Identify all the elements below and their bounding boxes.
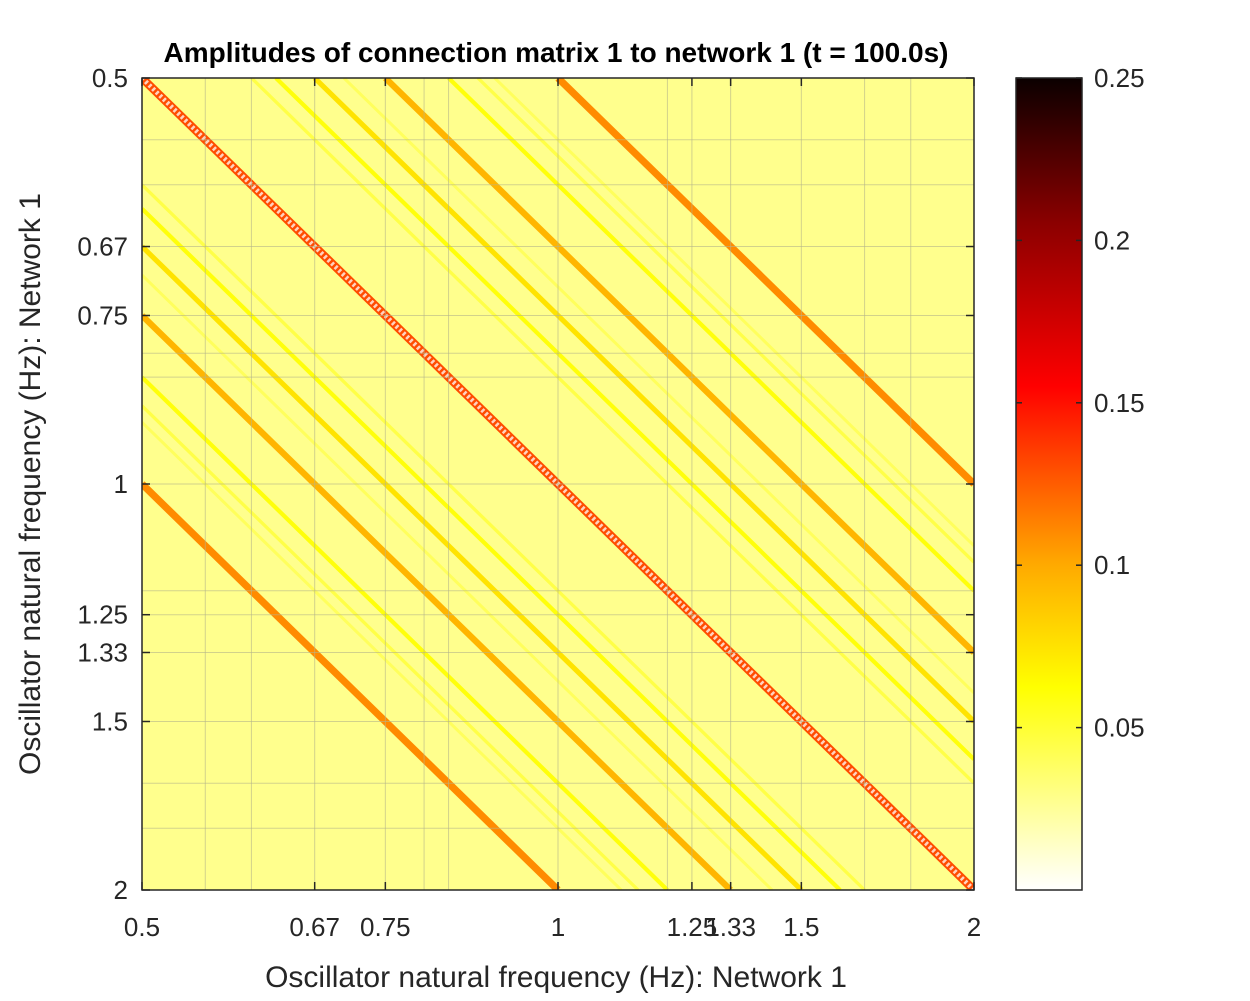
axis-ticks: [141, 77, 975, 891]
heatmap-band-4: [383, 78, 974, 655]
heatmap-band-17: [142, 421, 623, 890]
y-tick-labels: 0.5 0.67 0.75 1 1.25 1.33 1.5 2: [77, 63, 128, 905]
heatmap-band-11: [142, 183, 866, 890]
y-tick-label-0: 0.5: [92, 63, 128, 93]
x-tick-labels: 0.5 0.67 0.75 1 1.251.33 1.5 2: [124, 912, 981, 942]
y-tick-label-7: 2: [114, 875, 128, 905]
x-tick-label-3: 1: [551, 912, 565, 942]
y-tick-label-1: 0.67: [77, 232, 128, 262]
y-tick-label-2: 0.75: [77, 300, 128, 330]
x-tick-label-1: 0.67: [289, 912, 340, 942]
x-tick-label-2: 0.75: [360, 912, 411, 942]
y-axis-label: Oscillator natural frequency (Hz): Netwo…: [14, 193, 47, 775]
x-tick-label-4: 1.25: [667, 912, 718, 942]
heatmap-band-8: [274, 78, 974, 761]
x-tick-label-7: 2: [967, 912, 981, 942]
heatmap-band-2: [555, 78, 974, 487]
heatmap-band-18: [493, 78, 974, 547]
heatmap-band-14: [476, 78, 974, 564]
y-tick-label-6: 1.5: [92, 706, 128, 736]
heatmap-band-7: [142, 207, 842, 890]
heatmap-band-3: [142, 313, 733, 890]
plot-area: [141, 77, 975, 891]
heatmap-band-1: [142, 481, 561, 890]
colorbar: 0.05 0.1 0.15 0.2 0.25: [1015, 63, 1145, 891]
grid-lines: [142, 78, 974, 890]
colorbar-tick-label-2: 0.15: [1094, 388, 1145, 418]
heatmap-band-13: [142, 404, 640, 890]
x-axis-label: Oscillator natural frequency (Hz): Netwo…: [265, 961, 847, 994]
y-tick-label-3: 1: [114, 469, 128, 499]
heatmap-band-9: [142, 375, 669, 890]
colorbar-tick-label-3: 0.2: [1094, 225, 1130, 255]
heatmap-band-12: [250, 78, 974, 785]
colorbar-tick-label-0: 0.05: [1094, 713, 1145, 743]
colorbar-tick-label-4: 0.25: [1094, 63, 1145, 93]
heatmap-band-10: [447, 78, 974, 593]
x-tick-label-0: 0.5: [124, 912, 160, 942]
colorbar-tick-label-1: 0.1: [1094, 550, 1130, 580]
colorbar-gradient: [1015, 77, 1083, 891]
colorbar-ticks: 0.05 0.1 0.15 0.2 0.25: [1016, 63, 1145, 743]
x-tick-label-5: 1.33: [705, 912, 756, 942]
y-tick-label-4: 1.25: [77, 600, 128, 630]
y-tick-label-5: 1.33: [77, 637, 128, 667]
x-tick-label-6: 1.5: [783, 912, 819, 942]
chart-title: Amplitudes of connection matrix 1 to net…: [164, 37, 949, 68]
